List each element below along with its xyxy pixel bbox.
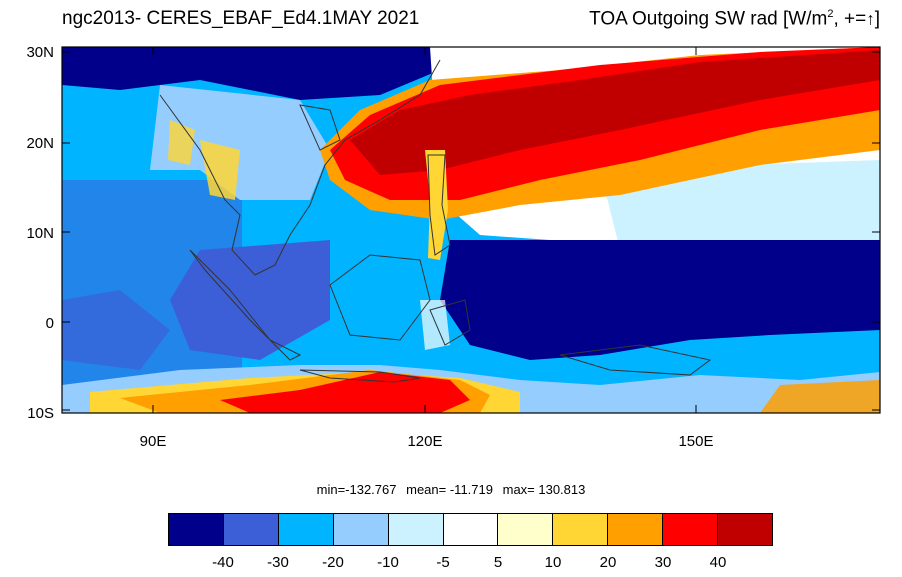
map-title: ngc2013- CERES_EBAF_Ed4.1MAY 2021 xyxy=(62,8,420,29)
field-mainland-pale xyxy=(150,85,330,200)
colorbar-label: 5 xyxy=(493,554,503,571)
sumatra-coast xyxy=(189,249,302,361)
borneo-coast xyxy=(329,254,431,341)
colorbar-box xyxy=(223,514,279,545)
colorbar-label: -5 xyxy=(436,554,450,571)
colorbar-box xyxy=(663,514,719,545)
field-borneo-east xyxy=(420,300,450,350)
lat-label-30n: 30N xyxy=(26,44,54,61)
colorbar-label: 40 xyxy=(709,554,727,571)
variable-title-sup: 2 xyxy=(827,8,834,20)
field-dark-red-core xyxy=(350,50,880,175)
field-equatorial-deep-blue xyxy=(440,240,880,360)
colorbar-box xyxy=(388,514,444,545)
stat-min: min=-132.767 xyxy=(316,482,397,497)
map-plot: 30N 20N 10N 0 10S 90E 120E 150E xyxy=(26,44,881,450)
variable-title-prefix: TOA Outgoing SW rad [W/m xyxy=(589,8,828,30)
colorbar-label: -30 xyxy=(267,554,289,571)
field-sw-blue xyxy=(62,290,170,370)
sulawesi-coast xyxy=(429,299,471,346)
colorbar-box xyxy=(333,514,389,545)
mainland-coast xyxy=(159,59,441,276)
sw-radiation-field xyxy=(62,47,880,413)
field-south-red xyxy=(220,372,470,413)
colorbar-label: -40 xyxy=(212,554,234,571)
colorbar-label: -20 xyxy=(322,554,344,571)
stat-max: max= 130.813 xyxy=(502,482,586,497)
philippines-coast xyxy=(427,154,451,256)
stats-line: min=-132.767 mean= -11.719 max= 130.813 xyxy=(0,482,902,497)
new-guinea-coast xyxy=(559,344,712,376)
lat-labels: 30N 20N 10N 0 10S xyxy=(26,44,54,422)
colorbar-labels: -40 -30 -20 -10 -5 5 10 20 30 40 xyxy=(0,554,902,574)
variable-title-suffix: , += xyxy=(833,8,867,30)
colorbar-box xyxy=(278,514,334,545)
lon-label-120e: 120E xyxy=(407,433,442,450)
field-mainland-yellow xyxy=(200,140,240,200)
colorbar-label: 30 xyxy=(654,554,672,571)
hainan-coast xyxy=(299,104,341,151)
colorbar xyxy=(168,513,773,546)
variable-title: TOA Outgoing SW rad [W/m2, +=↑] xyxy=(589,8,880,30)
lat-label-10s: 10S xyxy=(27,405,54,422)
variable-title-close: ] xyxy=(874,8,880,30)
colorbar-box xyxy=(718,514,772,545)
colorbar-box xyxy=(169,514,224,545)
java-coast xyxy=(299,369,421,383)
colorbar-label: 20 xyxy=(599,554,617,571)
field-se-orange xyxy=(760,380,880,413)
lat-label-10n: 10N xyxy=(26,225,54,242)
lon-label-90e: 90E xyxy=(140,433,167,450)
colorbar-label: 10 xyxy=(544,554,562,571)
colorbar-box xyxy=(608,514,664,545)
map-frame xyxy=(61,46,881,414)
colorbar-label: -10 xyxy=(377,554,399,571)
colorbar-box xyxy=(498,514,554,545)
lat-label-eq: 0 xyxy=(46,315,54,332)
lat-label-20n: 20N xyxy=(26,135,54,152)
lon-label-150e: 150E xyxy=(678,433,713,450)
field-north-deep-blue xyxy=(62,47,440,100)
field-myanmar-yellow xyxy=(168,120,195,165)
colorbar-box xyxy=(443,514,499,545)
stat-mean: mean= -11.719 xyxy=(406,482,493,497)
tick-marks xyxy=(62,47,880,413)
lon-labels: 90E 120E 150E xyxy=(140,433,714,450)
up-arrow-icon: ↑ xyxy=(866,9,875,29)
colorbar-box xyxy=(553,514,609,545)
field-philippines xyxy=(425,150,448,260)
coastlines xyxy=(159,59,712,383)
